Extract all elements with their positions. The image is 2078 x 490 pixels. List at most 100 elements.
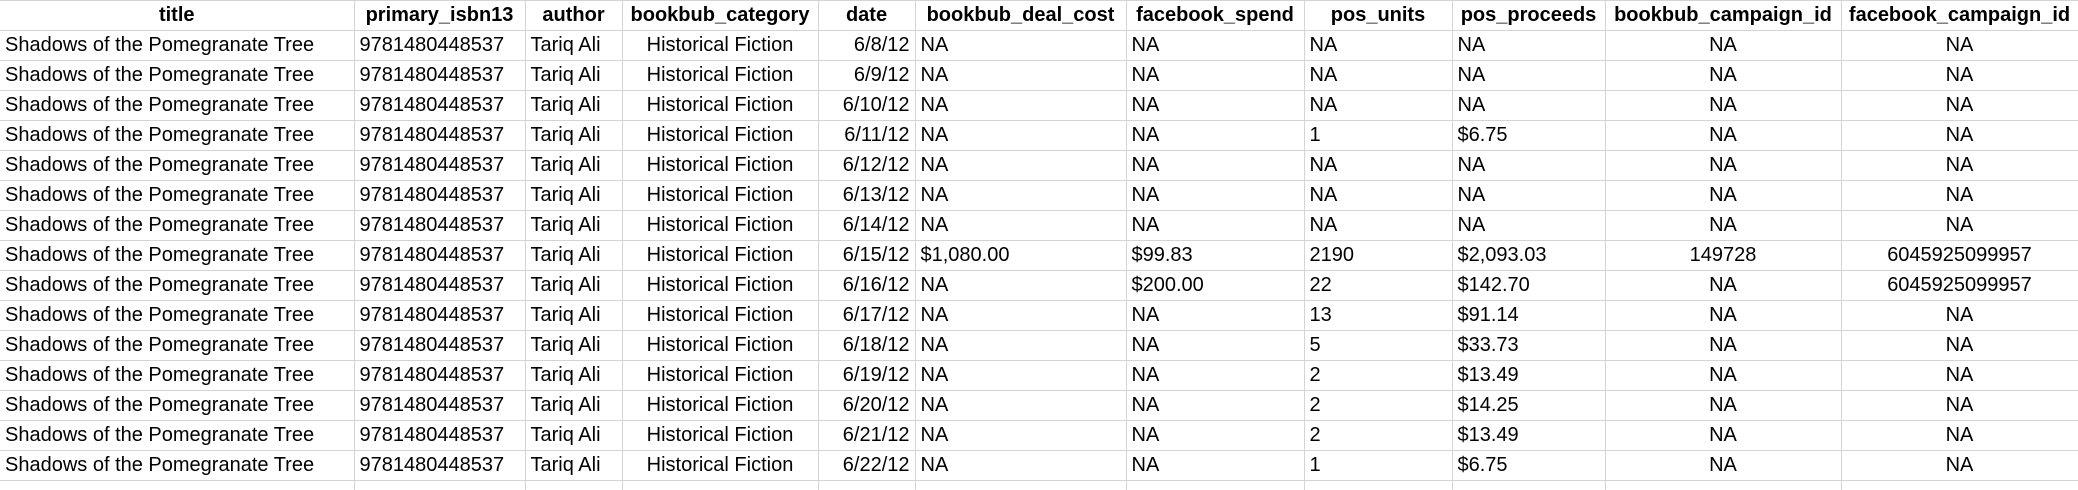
cell-primary-isbn13[interactable]: 9781480448537 [354,450,526,481]
cell-primary-isbn13[interactable]: 9781480448537 [354,270,526,301]
cell-primary-isbn13[interactable]: 9781480448537 [354,390,526,421]
empty-cell[interactable] [354,480,526,490]
cell-bookbub-category[interactable]: Historical Fiction [622,180,819,211]
cell-date[interactable]: 6/19/12 [818,360,916,391]
cell-date[interactable]: 6/22/12 [818,450,916,481]
cell-title[interactable]: Shadows of the Pomegranate Tree [0,180,355,211]
cell-pos-proceeds[interactable]: NA [1452,60,1606,91]
cell-author[interactable]: Tariq Ali [525,420,623,451]
cell-author[interactable]: Tariq Ali [525,30,623,61]
cell-bookbub-category[interactable]: Historical Fiction [622,240,819,271]
cell-author[interactable]: Tariq Ali [525,210,623,241]
cell-primary-isbn13[interactable]: 9781480448537 [354,150,526,181]
cell-bookbub-deal-cost[interactable]: NA [915,90,1127,121]
empty-cell[interactable] [1304,480,1453,490]
cell-title[interactable]: Shadows of the Pomegranate Tree [0,240,355,271]
empty-cell[interactable] [525,480,623,490]
cell-bookbub-category[interactable]: Historical Fiction [622,210,819,241]
cell-bookbub-campaign-id[interactable]: NA [1605,150,1842,181]
cell-facebook-spend[interactable]: $200.00 [1126,270,1305,301]
cell-bookbub-category[interactable]: Historical Fiction [622,390,819,421]
cell-pos-proceeds[interactable]: $91.14 [1452,300,1606,331]
column-header-facebook-campaign-id[interactable]: facebook_campaign_id [1841,0,2078,31]
cell-title[interactable]: Shadows of the Pomegranate Tree [0,390,355,421]
cell-pos-units[interactable]: NA [1304,180,1453,211]
cell-pos-units[interactable]: 2190 [1304,240,1453,271]
cell-title[interactable]: Shadows of the Pomegranate Tree [0,150,355,181]
cell-facebook-campaign-id[interactable]: NA [1841,210,2078,241]
cell-pos-units[interactable]: 1 [1304,120,1453,151]
cell-bookbub-category[interactable]: Historical Fiction [622,60,819,91]
cell-title[interactable]: Shadows of the Pomegranate Tree [0,420,355,451]
cell-pos-proceeds[interactable]: NA [1452,30,1606,61]
cell-title[interactable]: Shadows of the Pomegranate Tree [0,270,355,301]
cell-bookbub-deal-cost[interactable]: NA [915,390,1127,421]
column-header-pos-units[interactable]: pos_units [1304,0,1453,31]
cell-bookbub-campaign-id[interactable]: NA [1605,270,1842,301]
cell-bookbub-category[interactable]: Historical Fiction [622,300,819,331]
cell-date[interactable]: 6/16/12 [818,270,916,301]
cell-facebook-campaign-id[interactable]: NA [1841,120,2078,151]
cell-pos-units[interactable]: NA [1304,150,1453,181]
cell-pos-units[interactable]: 2 [1304,360,1453,391]
column-header-primary-isbn13[interactable]: primary_isbn13 [354,0,526,31]
cell-facebook-campaign-id[interactable]: NA [1841,330,2078,361]
cell-pos-proceeds[interactable]: $14.25 [1452,390,1606,421]
cell-facebook-campaign-id[interactable]: NA [1841,420,2078,451]
cell-pos-units[interactable]: 5 [1304,330,1453,361]
column-header-title[interactable]: title [0,0,355,31]
cell-title[interactable]: Shadows of the Pomegranate Tree [0,60,355,91]
cell-pos-proceeds[interactable]: $6.75 [1452,450,1606,481]
cell-bookbub-deal-cost[interactable]: NA [915,450,1127,481]
cell-facebook-campaign-id[interactable]: NA [1841,150,2078,181]
column-header-date[interactable]: date [818,0,916,31]
cell-bookbub-campaign-id[interactable]: NA [1605,450,1842,481]
cell-primary-isbn13[interactable]: 9781480448537 [354,330,526,361]
empty-cell[interactable] [1126,480,1305,490]
cell-date[interactable]: 6/11/12 [818,120,916,151]
cell-bookbub-category[interactable]: Historical Fiction [622,120,819,151]
cell-bookbub-deal-cost[interactable]: NA [915,300,1127,331]
cell-facebook-spend[interactable]: NA [1126,210,1305,241]
cell-title[interactable]: Shadows of the Pomegranate Tree [0,120,355,151]
cell-author[interactable]: Tariq Ali [525,450,623,481]
cell-facebook-campaign-id[interactable]: NA [1841,30,2078,61]
cell-pos-units[interactable]: NA [1304,90,1453,121]
column-header-bookbub-category[interactable]: bookbub_category [622,0,819,31]
cell-bookbub-deal-cost[interactable]: $1,080.00 [915,240,1127,271]
cell-facebook-campaign-id[interactable]: NA [1841,360,2078,391]
cell-pos-units[interactable]: NA [1304,210,1453,241]
cell-primary-isbn13[interactable]: 9781480448537 [354,240,526,271]
cell-pos-proceeds[interactable]: $13.49 [1452,360,1606,391]
cell-author[interactable]: Tariq Ali [525,180,623,211]
cell-date[interactable]: 6/8/12 [818,30,916,61]
column-header-bookbub-campaign-id[interactable]: bookbub_campaign_id [1605,0,1842,31]
column-header-bookbub-deal-cost[interactable]: bookbub_deal_cost [915,0,1127,31]
cell-facebook-spend[interactable]: NA [1126,360,1305,391]
cell-facebook-spend[interactable]: NA [1126,300,1305,331]
cell-pos-units[interactable]: 1 [1304,450,1453,481]
cell-date[interactable]: 6/15/12 [818,240,916,271]
cell-bookbub-category[interactable]: Historical Fiction [622,90,819,121]
cell-facebook-spend[interactable]: NA [1126,60,1305,91]
cell-primary-isbn13[interactable]: 9781480448537 [354,60,526,91]
cell-pos-proceeds[interactable]: NA [1452,180,1606,211]
cell-primary-isbn13[interactable]: 9781480448537 [354,210,526,241]
cell-date[interactable]: 6/12/12 [818,150,916,181]
cell-author[interactable]: Tariq Ali [525,90,623,121]
cell-pos-proceeds[interactable]: $2,093.03 [1452,240,1606,271]
cell-pos-units[interactable]: 22 [1304,270,1453,301]
cell-bookbub-deal-cost[interactable]: NA [915,180,1127,211]
cell-date[interactable]: 6/21/12 [818,420,916,451]
cell-pos-units[interactable]: 13 [1304,300,1453,331]
cell-bookbub-deal-cost[interactable]: NA [915,150,1127,181]
empty-cell[interactable] [1841,480,2078,490]
cell-facebook-spend[interactable]: NA [1126,330,1305,361]
cell-bookbub-category[interactable]: Historical Fiction [622,360,819,391]
cell-pos-proceeds[interactable]: NA [1452,150,1606,181]
cell-title[interactable]: Shadows of the Pomegranate Tree [0,330,355,361]
cell-bookbub-category[interactable]: Historical Fiction [622,150,819,181]
cell-bookbub-deal-cost[interactable]: NA [915,120,1127,151]
cell-date[interactable]: 6/9/12 [818,60,916,91]
cell-author[interactable]: Tariq Ali [525,60,623,91]
